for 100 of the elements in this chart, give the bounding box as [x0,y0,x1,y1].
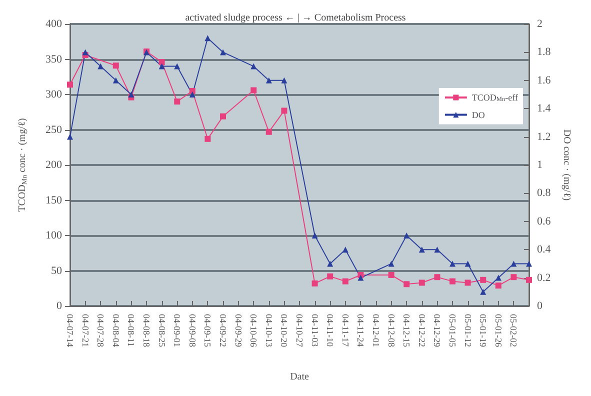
point [220,49,226,56]
x-tick-label: 05-01-05 [448,314,458,348]
x-tick-label: 04-12-29 [432,314,442,348]
x-tick-label: 04-07-28 [96,314,106,348]
x-tick-label: 04-11-17 [340,314,350,348]
x-tick-label: 04-10-06 [248,314,259,348]
point [495,274,502,281]
point [434,274,440,280]
chart-title: activated sludge process ← | → Cometabolism Process [185,12,406,24]
point [358,274,364,281]
point [204,35,211,42]
x-tick-label: 04-08-25 [156,314,167,348]
y2-tick-label: 0.6 [537,215,552,228]
x-tick-label: 04-09-29 [233,314,244,348]
point [480,288,486,295]
point [418,280,425,286]
point [464,280,471,286]
y-tick-label: 0 [56,300,62,312]
point [418,246,425,253]
y-tick-label: 300 [46,88,62,100]
x-tick-label: 04-10-20 [279,314,290,348]
point [174,98,180,105]
x-tick-label: 04-09-01 [172,314,182,347]
point [112,62,119,69]
point [112,77,119,84]
y-tick-label: 100 [46,230,62,242]
x-tick-label: 04-08-04 [110,314,121,348]
y2-tick-label: 0.8 [537,187,552,200]
point [220,113,226,120]
point [189,88,196,94]
y-tick-label: 200 [46,159,62,171]
y2-axis-title: DO conc · (mg/ℓ) [561,129,572,201]
y-tick-label: 250 [46,124,62,136]
x-tick-label: 04-09-08 [187,314,198,348]
y2-tick-label: 2 [537,18,542,30]
x-tick-label: 05-01-12 [462,314,473,347]
y2-tick-label: 0.4 [537,244,552,256]
y-tick-label: 50 [51,264,62,277]
y-tick-label: 150 [46,194,62,206]
x-tick-label: 04-10-13 [264,314,274,348]
point [250,63,257,70]
x-tick-label: 04-11-24 [356,314,366,348]
point [526,260,532,267]
point [128,92,134,98]
point [158,63,165,70]
point [204,136,211,142]
y-tick-label: 350 [46,53,62,66]
y2-tick-label: 0 [537,300,543,312]
y2-tick-label: 1 [537,159,542,171]
point [450,260,456,267]
x-tick-label: 04-12-15 [402,314,412,348]
point [464,260,471,267]
x-tick-label: 05-01-26 [493,314,504,348]
y-tick-label: 400 [46,18,62,30]
x-tick-label: 04-08-18 [142,314,152,348]
point [98,63,104,70]
x-axis-title: Date [290,372,310,382]
legend-label: DO [472,110,486,120]
y2-tick-label: 1.2 [537,130,551,143]
point [495,282,502,289]
point [67,82,73,88]
point [404,281,410,288]
point [327,260,334,267]
x-tick-label: 04-11-03 [310,314,320,348]
point [388,260,394,267]
point [450,278,456,284]
point [480,276,486,283]
point [82,49,88,56]
x-tick-label: 05-02-02 [508,314,519,347]
point [174,63,180,70]
point [342,246,348,253]
x-tick-label: 04-12-01 [371,314,381,347]
point [312,280,318,286]
x-tick-label: 04-12-08 [386,314,396,348]
y2-tick-label: 1.6 [537,74,552,86]
point [281,108,288,114]
point [434,246,440,253]
point [342,278,348,284]
y2-tick-label: 1.8 [537,46,552,58]
point [312,232,318,238]
x-tick-label: 04-09-15 [202,314,213,348]
point [158,59,165,66]
point [250,87,257,94]
point [327,273,334,280]
point [388,272,394,278]
y2-tick-label: 0.2 [537,272,551,284]
point [67,134,73,140]
point [266,77,272,84]
x-tick-label: 05-01-19 [478,314,488,348]
point [266,128,272,135]
point [189,92,196,98]
point [526,276,532,283]
point [281,77,288,84]
x-tick-label: 04-09-22 [218,314,228,347]
x-tick-label: 04-08-11 [126,314,136,347]
point [510,274,517,280]
x-tick-label: 04-11-10 [325,314,336,348]
x-tick-label: 04-07-14 [65,314,75,348]
point [510,260,517,267]
x-tick-label: 04-10-27 [294,314,304,348]
